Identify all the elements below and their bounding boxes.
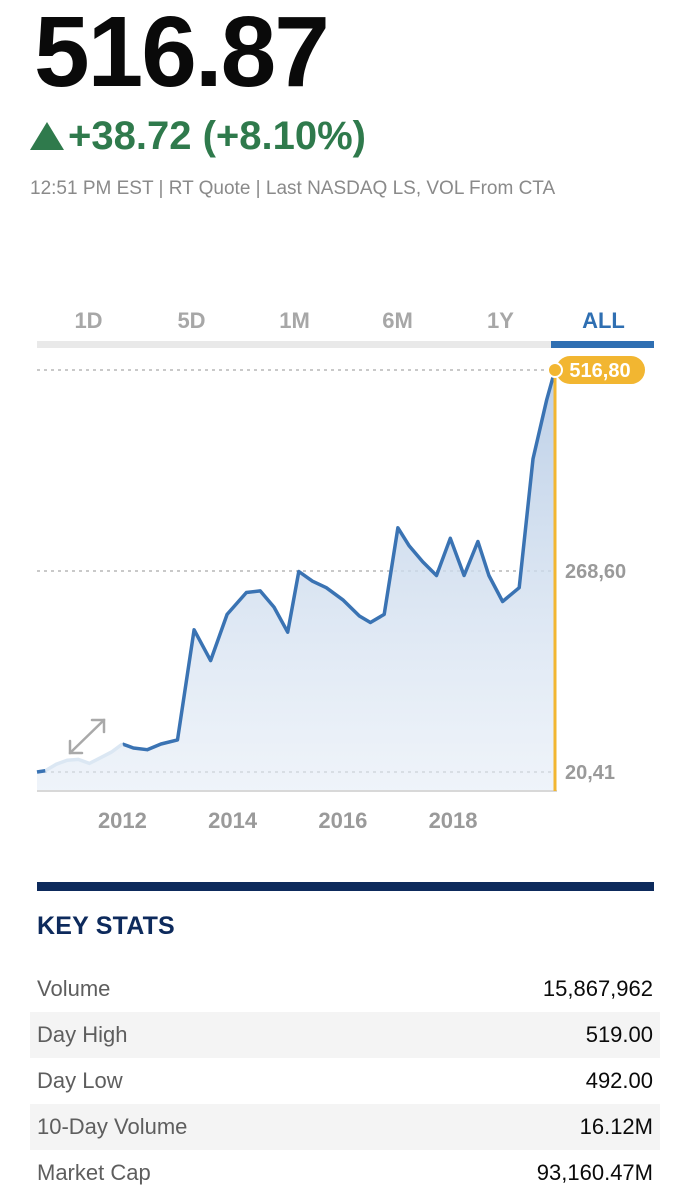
- key-stat-value: 93,160.47M: [536, 1160, 653, 1185]
- chart-x-tick-label: 2016: [318, 808, 367, 833]
- chart-y-tick-label: 20,41: [565, 762, 615, 784]
- key-stat-label: Market Cap: [37, 1160, 151, 1185]
- key-stat-label: 10-Day Volume: [37, 1114, 188, 1139]
- key-stat-row: Day Low 492.00: [30, 1058, 660, 1104]
- chart-y-tick-label: 268,60: [565, 561, 626, 583]
- key-stat-value: 16.12M: [579, 1114, 653, 1139]
- chart-x-ticks: 2012 2014 2016 2018: [98, 808, 478, 833]
- tab-6m[interactable]: 6M: [382, 308, 413, 333]
- chart-x-tick-label: 2014: [208, 808, 258, 833]
- key-stats-title: KEY STATS: [37, 912, 175, 940]
- key-stat-row: 10-Day Volume 16.12M: [30, 1104, 660, 1150]
- key-stat-label: Volume: [37, 976, 111, 1001]
- current-price-dot: [547, 362, 563, 378]
- chart-early-history-line: [36, 742, 124, 774]
- key-stat-row: Market Cap 93,160.47M: [30, 1150, 660, 1196]
- chart-area-fill: [37, 370, 555, 791]
- tab-1m[interactable]: 1M: [279, 308, 310, 333]
- key-stats-table: Volume 15,867,962 Day High 519.00 Day Low 492…: [30, 966, 660, 1196]
- current-price-tag-bg: [556, 356, 645, 384]
- chart-x-tick-label: 2018: [429, 808, 478, 833]
- tab-5d[interactable]: 5D: [177, 308, 206, 333]
- key-stat-value: 492.00: [585, 1068, 653, 1093]
- tabs-rail: [37, 341, 654, 348]
- price-chart[interactable]: 20,41 268,60 2012 2014 2016 2018 516,80: [0, 348, 691, 848]
- current-price-tag-label: 516,80: [569, 360, 630, 382]
- key-stats-divider: [37, 882, 654, 891]
- chart-series-start: [36, 768, 46, 774]
- tab-all[interactable]: ALL: [582, 308, 625, 333]
- tab-1d[interactable]: 1D: [74, 308, 103, 333]
- quote-meta: 12:51 PM EST | RT Quote | Last NASDAQ LS…: [30, 178, 556, 199]
- price-change-text: +38.72 (+8.10%): [68, 114, 366, 158]
- key-stat-label: Day Low: [37, 1068, 123, 1093]
- stock-price: 516.87: [34, 0, 330, 108]
- price-change: +38.72 (+8.10%): [30, 116, 366, 156]
- current-price-marker: 516,80: [547, 356, 645, 384]
- key-stat-row: Volume 15,867,962: [30, 966, 660, 1012]
- time-range-tabs: 1D 5D 1M 6M 1Y ALL: [37, 300, 654, 348]
- key-stat-value: 15,867,962: [542, 976, 653, 1001]
- key-stat-row: Day High 519.00: [30, 1012, 660, 1058]
- tab-1y[interactable]: 1Y: [487, 308, 514, 333]
- chart-x-tick-label: 2012: [98, 808, 147, 833]
- chart-y-ticks: 20,41 268,60: [565, 561, 626, 784]
- tabs-active-indicator: [551, 341, 654, 348]
- chart-series-line: [121, 369, 557, 752]
- key-stat-label: Day High: [37, 1022, 128, 1047]
- key-stat-value: 519.00: [585, 1022, 653, 1047]
- triangle-up-icon: [30, 122, 64, 150]
- diagonal-arrows-icon[interactable]: [68, 718, 106, 755]
